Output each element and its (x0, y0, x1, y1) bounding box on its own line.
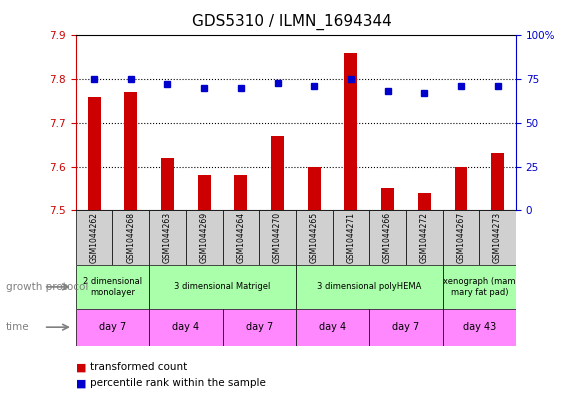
Text: day 4: day 4 (319, 322, 346, 332)
Bar (296, 309, 369, 346)
Text: GSM1044273: GSM1044273 (493, 212, 502, 263)
Bar (76, 309, 149, 346)
Bar (149, 309, 223, 346)
Bar (296, 210, 332, 265)
Bar (369, 210, 406, 265)
Text: GDS5310 / ILMN_1694344: GDS5310 / ILMN_1694344 (192, 14, 391, 30)
Text: day 7: day 7 (99, 322, 126, 332)
Bar (124, 92, 137, 210)
Text: day 7: day 7 (392, 322, 420, 332)
Bar (76, 265, 149, 309)
Bar (455, 167, 468, 210)
Text: time: time (6, 322, 30, 332)
Bar (479, 210, 516, 265)
Bar (345, 53, 357, 210)
Text: ■: ■ (76, 378, 86, 388)
Text: GSM1044267: GSM1044267 (456, 212, 465, 263)
Text: GSM1044262: GSM1044262 (90, 212, 99, 263)
Text: 2 dimensional
monolayer: 2 dimensional monolayer (83, 277, 142, 297)
Bar (198, 175, 210, 210)
Text: percentile rank within the sample: percentile rank within the sample (90, 378, 266, 388)
Bar (491, 153, 504, 210)
Bar (442, 265, 516, 309)
Bar (369, 309, 442, 346)
Bar (87, 97, 100, 210)
Text: transformed count: transformed count (90, 362, 188, 373)
Text: GSM1044264: GSM1044264 (236, 212, 245, 263)
Text: day 7: day 7 (245, 322, 273, 332)
Bar (113, 210, 149, 265)
Text: GSM1044272: GSM1044272 (420, 212, 429, 263)
Bar (223, 309, 296, 346)
Bar (76, 210, 113, 265)
Bar (271, 136, 284, 210)
Bar (161, 158, 174, 210)
Text: growth protocol: growth protocol (6, 282, 88, 292)
Bar (149, 210, 186, 265)
Text: 3 dimensional Matrigel: 3 dimensional Matrigel (174, 283, 271, 291)
Text: day 43: day 43 (463, 322, 496, 332)
Bar (332, 210, 369, 265)
Text: GSM1044266: GSM1044266 (383, 212, 392, 263)
Bar (442, 210, 479, 265)
Bar (418, 193, 431, 210)
Bar (186, 210, 223, 265)
Bar (308, 167, 321, 210)
Bar (381, 188, 394, 210)
Bar (406, 210, 442, 265)
Text: GSM1044265: GSM1044265 (310, 212, 319, 263)
Text: GSM1044263: GSM1044263 (163, 212, 172, 263)
Text: GSM1044268: GSM1044268 (127, 212, 135, 263)
Text: 3 dimensional polyHEMA: 3 dimensional polyHEMA (317, 283, 422, 291)
Bar (149, 265, 296, 309)
Bar (442, 309, 516, 346)
Text: day 4: day 4 (172, 322, 199, 332)
Text: GSM1044270: GSM1044270 (273, 212, 282, 263)
Bar (234, 175, 247, 210)
Text: GSM1044269: GSM1044269 (199, 212, 209, 263)
Text: GSM1044271: GSM1044271 (346, 212, 356, 263)
Text: xenograph (mam
mary fat pad): xenograph (mam mary fat pad) (443, 277, 515, 297)
Bar (223, 210, 259, 265)
Text: ■: ■ (76, 362, 86, 373)
Bar (296, 265, 442, 309)
Bar (259, 210, 296, 265)
